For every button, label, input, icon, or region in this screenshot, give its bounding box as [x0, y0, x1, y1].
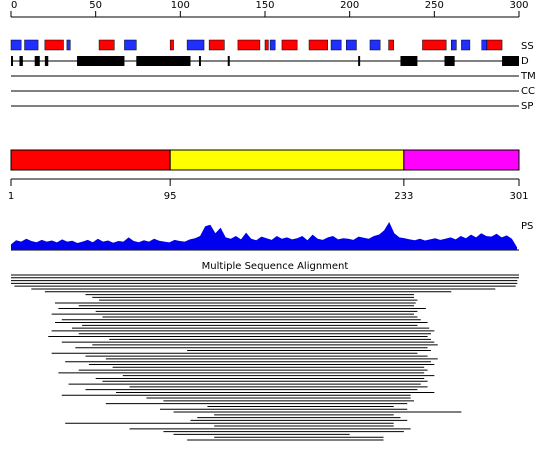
strand	[66, 39, 71, 51]
strand	[451, 39, 457, 51]
disorder	[502, 56, 519, 66]
track-label: PS	[521, 221, 533, 232]
helix	[281, 39, 298, 51]
helix	[44, 39, 64, 51]
track-label: SS	[521, 41, 534, 52]
track-label: SP	[521, 101, 533, 112]
disorder	[358, 56, 361, 66]
track-label: CC	[521, 86, 535, 97]
tick-label: 233	[394, 191, 413, 202]
helix	[169, 39, 174, 51]
disorder	[34, 56, 40, 66]
strand	[346, 39, 357, 51]
track-label: TM	[520, 71, 536, 82]
domain	[403, 149, 520, 171]
domain	[169, 149, 405, 171]
strand	[461, 39, 471, 51]
strand	[269, 39, 276, 51]
strand	[186, 39, 205, 51]
helix	[208, 39, 225, 51]
helix	[264, 39, 269, 51]
disorder	[11, 56, 13, 66]
tick-label: 50	[89, 0, 102, 11]
helix	[422, 39, 447, 51]
alignment-title: Multiple Sequence Alignment	[202, 261, 349, 272]
track-label: D	[521, 56, 529, 67]
strand	[369, 39, 381, 51]
tick-label: 300	[509, 0, 528, 11]
helix	[98, 39, 115, 51]
disorder	[136, 56, 191, 66]
tick-label: 1	[8, 191, 14, 202]
strand	[481, 39, 488, 51]
disorder	[400, 56, 418, 66]
tick-label: 0	[11, 0, 17, 11]
ps-area	[11, 222, 517, 250]
tick-label: 250	[425, 0, 444, 11]
domain	[10, 149, 171, 171]
strand	[124, 39, 137, 51]
tick-label: 301	[509, 191, 528, 202]
helix	[308, 39, 328, 51]
tick-label: 95	[164, 191, 177, 202]
strand	[330, 39, 342, 51]
disorder	[227, 56, 230, 66]
disorder	[198, 56, 201, 66]
disorder	[44, 56, 49, 66]
helix	[486, 39, 503, 51]
disorder	[444, 56, 455, 66]
strand	[10, 39, 22, 51]
tick-label: 200	[340, 0, 359, 11]
helix	[237, 39, 261, 51]
helix	[388, 39, 394, 51]
tick-label: 100	[171, 0, 190, 11]
disorder	[19, 56, 23, 66]
strand	[24, 39, 39, 51]
tick-label: 150	[255, 0, 274, 11]
disorder	[77, 56, 125, 66]
